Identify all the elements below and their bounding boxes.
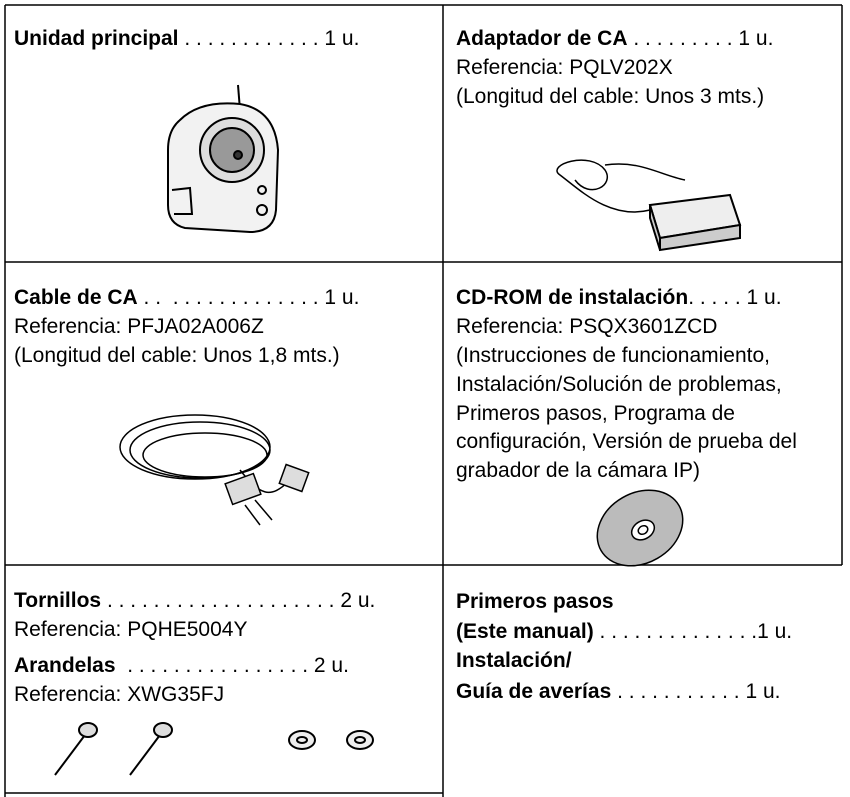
item-text: grabador de la cámara IP) [456,459,700,482]
item-name: Primeros pasos [456,590,614,613]
text-line: grabador de la cámara IP) [456,459,700,483]
text-line: Referencia: PQHE5004Y [14,618,247,642]
item-text: Referencia: XWG35FJ [14,683,225,706]
text-line: Instalación/Solución de problemas, [456,373,782,397]
item-text: (Longitud del cable: Unos 1,8 mts.) [14,344,340,367]
item-name: Instalación/ [456,649,572,672]
item-text: Referencia: PFJA02A006Z [14,315,264,338]
text-line: (Instrucciones de funcionamiento, [456,344,770,368]
text-line: Instalación/ [456,649,572,673]
text-line: configuración, Versión de prueba del [456,430,797,454]
text-line: Referencia: PSQX3601ZCD [456,315,717,339]
text-line: (Este manual) . . . . . . . . . . . . . … [456,620,792,644]
text-line: Tornillos . . . . . . . . . . . . . . . … [14,589,375,613]
camera-illustration [167,84,280,234]
item-text: Primeros pasos, Programa de [456,402,735,425]
item-name: CD-ROM de instalación [456,286,689,309]
text-line: Arandelas . . . . . . . . . . . . . . . … [14,654,349,678]
text-line: Referencia: PFJA02A006Z [14,315,264,339]
text-line: (Longitud del cable: Unos 1,8 mts.) [14,344,340,368]
text-line: Primeros pasos [456,590,614,614]
text-line: CD-ROM de instalación. . . . . 1 u. [456,286,782,310]
item-name: Guía de averías [456,680,612,703]
cd-illustration [596,489,684,567]
item-text: . . . . . 1 u. [688,286,782,309]
text-line: Cable de CA . . . . . . . . . . . . . . … [14,286,359,310]
item-name: Arandelas [14,654,116,677]
text-line: Primeros pasos, Programa de [456,402,735,426]
item-text: . . . . . . . . . . . . 1 u. [178,27,360,50]
item-name: Adaptador de CA [456,27,628,50]
text-line: Referencia: PQLV202X [456,56,673,80]
item-text: . . . . . . . . . . . . . . . . 2 u. [115,654,349,677]
text-line: Adaptador de CA . . . . . . . . . 1 u. [456,27,773,51]
item-text: (Instrucciones de funcionamiento, [456,344,771,367]
item-name: (Este manual) [456,620,594,643]
screws-illustration [54,722,374,776]
text-line: (Longitud del cable: Unos 3 mts.) [456,85,764,109]
text-line: Referencia: XWG35FJ [14,683,224,707]
item-text: Referencia: PSQX3601ZCD [456,315,718,338]
item-text: Referencia: PQLV202X [456,56,673,79]
text-line: Unidad principal . . . . . . . . . . . .… [14,27,359,51]
cord-illustration [119,414,310,526]
item-text: . . . . . . . . . . . . . . . 1 u. [137,286,360,309]
item-text: . . . . . . . . . . . 1 u. [611,680,781,703]
item-name: Tornillos [14,589,102,612]
adapter-illustration [556,159,742,252]
item-text: . . . . . . . . . 1 u. [627,27,774,50]
item-text: Referencia: PQHE5004Y [14,618,248,641]
text-line: Guía de averías . . . . . . . . . . . 1 … [456,680,781,704]
item-text: configuración, Versión de prueba del [456,430,797,453]
item-name: Cable de CA [14,286,138,309]
item-text: . . . . . . . . . . . . . .1 u. [593,620,793,643]
item-name: Unidad principal [14,27,179,50]
item-text: . . . . . . . . . . . . . . . . . . . . … [101,589,376,612]
item-text: Instalación/Solución de problemas, [456,373,782,396]
item-text: (Longitud del cable: Unos 3 mts.) [456,85,765,108]
